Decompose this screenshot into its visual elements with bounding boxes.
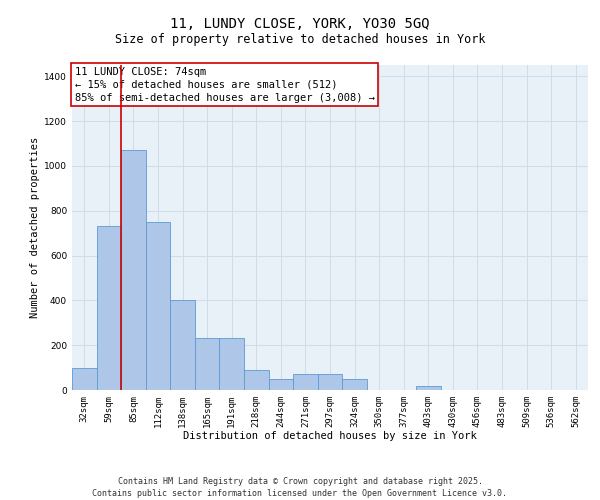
Text: Size of property relative to detached houses in York: Size of property relative to detached ho… bbox=[115, 32, 485, 46]
Bar bbox=[195, 338, 220, 390]
Bar bbox=[220, 338, 244, 390]
Bar bbox=[342, 379, 367, 390]
Bar bbox=[97, 226, 121, 390]
Text: 11 LUNDY CLOSE: 74sqm
← 15% of detached houses are smaller (512)
85% of semi-det: 11 LUNDY CLOSE: 74sqm ← 15% of detached … bbox=[74, 66, 374, 103]
Y-axis label: Number of detached properties: Number of detached properties bbox=[30, 137, 40, 318]
Bar bbox=[416, 386, 440, 390]
Text: Contains HM Land Registry data © Crown copyright and database right 2025.
Contai: Contains HM Land Registry data © Crown c… bbox=[92, 476, 508, 498]
Bar bbox=[170, 300, 195, 390]
Bar bbox=[72, 368, 97, 390]
Bar bbox=[269, 379, 293, 390]
Bar bbox=[146, 222, 170, 390]
X-axis label: Distribution of detached houses by size in York: Distribution of detached houses by size … bbox=[183, 432, 477, 442]
Text: 11, LUNDY CLOSE, YORK, YO30 5GQ: 11, LUNDY CLOSE, YORK, YO30 5GQ bbox=[170, 18, 430, 32]
Bar bbox=[318, 374, 342, 390]
Bar bbox=[244, 370, 269, 390]
Bar bbox=[121, 150, 146, 390]
Bar bbox=[293, 374, 318, 390]
